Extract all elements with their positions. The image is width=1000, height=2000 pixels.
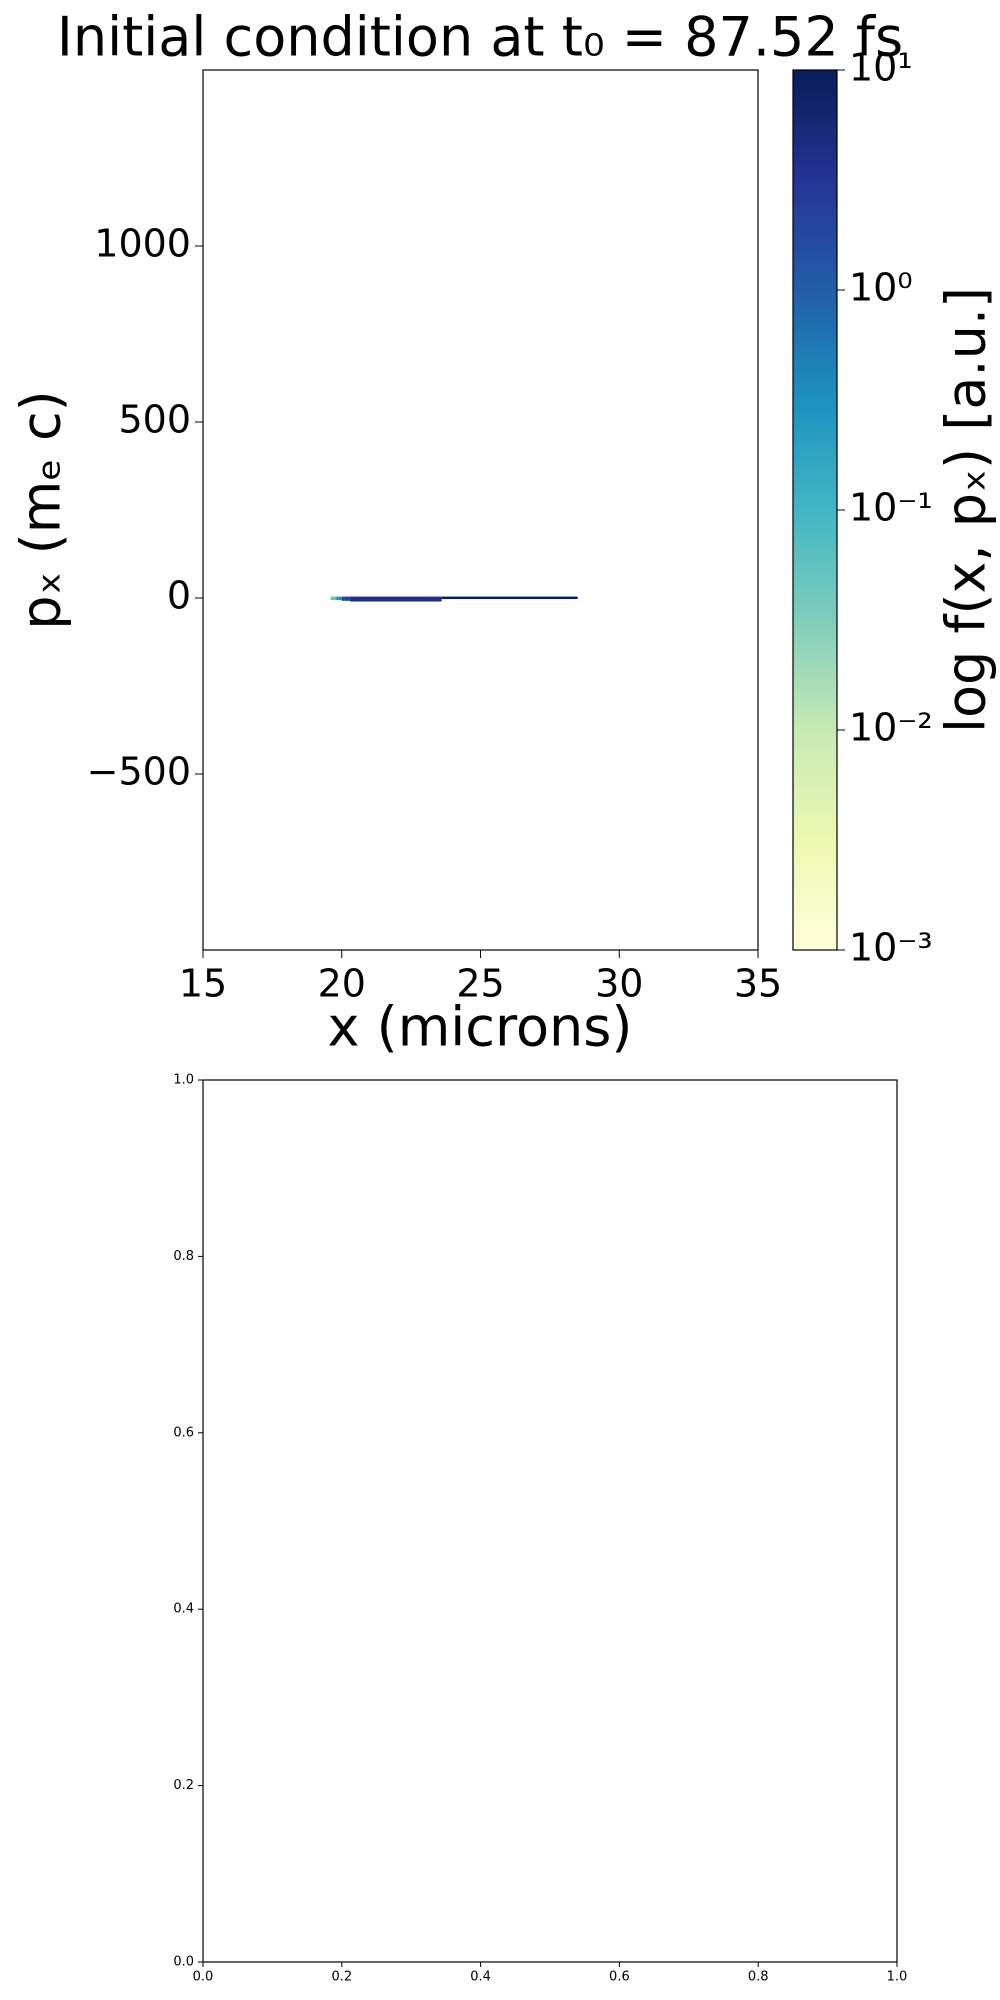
heatmap-cell — [341, 596, 351, 601]
x-tick-label: 0.8 — [748, 1970, 769, 1985]
colorbar — [792, 69, 838, 951]
heatmap-cell — [336, 596, 342, 601]
heatmap-cell — [330, 596, 337, 601]
heatmap-cell — [350, 596, 442, 602]
colorbar-label: log f(x, pₓ) [a.u.] — [935, 287, 998, 733]
x-tick-label: 15 — [179, 962, 227, 1006]
y-tick-label: 0.4 — [173, 1602, 194, 1617]
y-tick-label: −500 — [87, 750, 191, 794]
colorbar-tick-label: 10⁰ — [849, 266, 913, 310]
colorbar-tick-label: 10⁻³ — [849, 926, 933, 970]
x-tick-label: 20 — [318, 962, 366, 1006]
y-tick-label: 500 — [118, 398, 191, 442]
x-tick-label: 0.4 — [470, 1970, 491, 1985]
y-tick-label: 0 — [167, 574, 191, 618]
y-tick-label: 1000 — [94, 222, 191, 266]
chart-title: Initial condition at t₀ = 87.52 fs — [57, 6, 903, 69]
colorbar-tick-label: 10¹ — [849, 46, 913, 90]
y-tick-label: 1.0 — [173, 1073, 194, 1088]
x-tick-label: 0.2 — [331, 1970, 352, 1985]
x-tick-label: 35 — [734, 962, 782, 1006]
x-tick-label: 25 — [456, 962, 504, 1006]
heatmap-cell — [441, 596, 578, 600]
y-axis-label: pₓ (mₑ c) — [10, 390, 73, 630]
y-tick-label: 0.6 — [173, 1425, 194, 1440]
colorbar-tick-label: 10⁻² — [849, 706, 933, 750]
y-tick-label: 0.0 — [173, 1955, 194, 1970]
colorbar-tick-label: 10⁻¹ — [849, 486, 933, 530]
axes-frame — [202, 1079, 898, 1963]
x-tick-label: 0.0 — [193, 1970, 214, 1985]
y-tick-label: 0.8 — [173, 1249, 194, 1264]
x-tick-label: 0.6 — [609, 1970, 630, 1985]
x-axis-label: x (microns) — [328, 996, 633, 1059]
x-tick-label: 1.0 — [887, 1970, 908, 1985]
y-tick-label: 0.2 — [173, 1778, 194, 1793]
x-tick-label: 30 — [595, 962, 643, 1006]
axes-frame — [202, 69, 759, 951]
